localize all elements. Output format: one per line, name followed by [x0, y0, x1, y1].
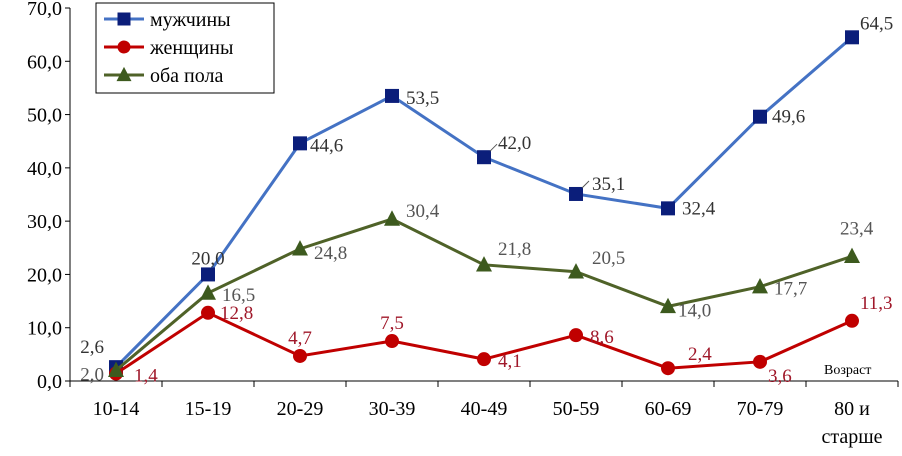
marker-circle — [385, 334, 399, 349]
marker-square — [385, 88, 399, 103]
marker-triangle — [844, 247, 860, 264]
marker-square — [117, 12, 131, 26]
x-tick-label: старше — [821, 426, 882, 448]
marker-triangle — [292, 240, 308, 256]
y-tick-label: 50,0 — [27, 105, 62, 127]
marker-square — [293, 136, 307, 151]
data-label: 21,8 — [498, 239, 531, 260]
marker-triangle — [476, 256, 492, 272]
marker-square — [661, 201, 675, 216]
marker-square — [201, 267, 215, 282]
y-tick-label: 30,0 — [27, 211, 62, 233]
data-label: 23,4 — [840, 218, 874, 239]
y-tick-label: 60,0 — [27, 51, 62, 73]
marker-circle — [477, 352, 491, 367]
legend-item: женщины — [104, 37, 233, 59]
marker-circle — [845, 313, 859, 328]
legend-label: мужчины — [150, 9, 231, 31]
marker-circle — [569, 328, 583, 343]
data-label: 14,0 — [678, 300, 711, 321]
y-tick-label: 0,0 — [37, 371, 62, 393]
data-label: 12,8 — [220, 303, 253, 324]
data-label: 11,3 — [860, 293, 893, 314]
marker-circle — [753, 354, 767, 369]
x-tick-label: 70-79 — [737, 398, 784, 420]
data-label: 4,7 — [288, 328, 312, 349]
legend-label: оба пола — [150, 65, 223, 87]
data-label: 24,8 — [314, 243, 347, 264]
data-label: 20,5 — [592, 248, 625, 269]
data-label: 2,6 — [80, 337, 104, 358]
x-tick-label: 40-49 — [461, 398, 508, 420]
x-tick-label: 20-29 — [277, 398, 324, 420]
data-label: 8,6 — [590, 327, 614, 348]
y-tick-label: 10,0 — [27, 318, 62, 340]
marker-square — [845, 30, 859, 45]
marker-square — [753, 109, 767, 124]
data-label: 42,0 — [498, 133, 531, 154]
marker-triangle — [200, 284, 216, 300]
data-label: 4,1 — [498, 351, 522, 372]
x-tick-label: 50-59 — [553, 398, 600, 420]
data-label: 49,6 — [772, 107, 805, 128]
data-label: 20,0 — [191, 248, 224, 269]
y-tick-label: 20,0 — [27, 264, 62, 286]
series-lines — [108, 30, 860, 381]
series-3 — [108, 210, 860, 378]
data-label: 2,4 — [688, 344, 712, 365]
legend-item: оба пола — [104, 65, 223, 87]
data-label: 16,5 — [222, 285, 255, 306]
marker-triangle — [568, 263, 584, 279]
data-label: 32,4 — [682, 198, 716, 219]
marker-circle — [661, 361, 675, 376]
marker-triangle — [108, 361, 124, 378]
marker-square — [569, 186, 583, 201]
marker-triangle — [384, 210, 400, 226]
leader-line — [581, 180, 590, 189]
axes: 0,0 10,0 20,0 30,0 40,0 50,0 60,0 70,0 10-14 15-1… — [27, 0, 899, 448]
x-tick-label: 30-39 — [369, 398, 416, 420]
data-label: 7,5 — [380, 313, 404, 334]
y-tick-label: 70,0 — [27, 0, 62, 20]
marker-triangle — [660, 297, 676, 314]
marker-circle — [293, 348, 307, 363]
legend-item: мужчины — [104, 9, 231, 31]
x-tick-label: 60-69 — [645, 398, 692, 420]
data-label: 17,7 — [774, 279, 807, 300]
data-label: 64,5 — [860, 13, 893, 34]
data-label: 3,6 — [768, 366, 792, 387]
data-label: 53,5 — [406, 88, 439, 109]
x-axis-title: Возраст — [824, 363, 871, 378]
data-label: 35,1 — [592, 174, 625, 195]
legend-label: женщины — [149, 37, 233, 59]
marker-circle — [117, 40, 131, 54]
marker-square — [477, 150, 491, 165]
leader-line — [489, 143, 498, 152]
marker-circle — [201, 305, 215, 320]
marker-triangle — [752, 277, 768, 294]
data-label: 2,0 — [80, 364, 104, 385]
data-label: 44,6 — [310, 135, 343, 156]
legend: мужчины женщины оба пола — [95, 2, 275, 94]
series-1 — [109, 30, 859, 375]
data-label: 30,4 — [406, 201, 440, 222]
data-labels: 2,6 20,0 44,6 53,5 42,0 35,1 32,4 49,6 64,5 1,4 12… — [80, 13, 893, 387]
y-tick-label: 40,0 — [27, 158, 62, 180]
x-tick-label: 10-14 — [93, 398, 140, 420]
marker-triangle — [116, 66, 132, 82]
x-tick-label: 15-19 — [185, 398, 232, 420]
x-tick-label: 80 и — [834, 398, 870, 420]
data-label: 1,4 — [134, 366, 158, 387]
